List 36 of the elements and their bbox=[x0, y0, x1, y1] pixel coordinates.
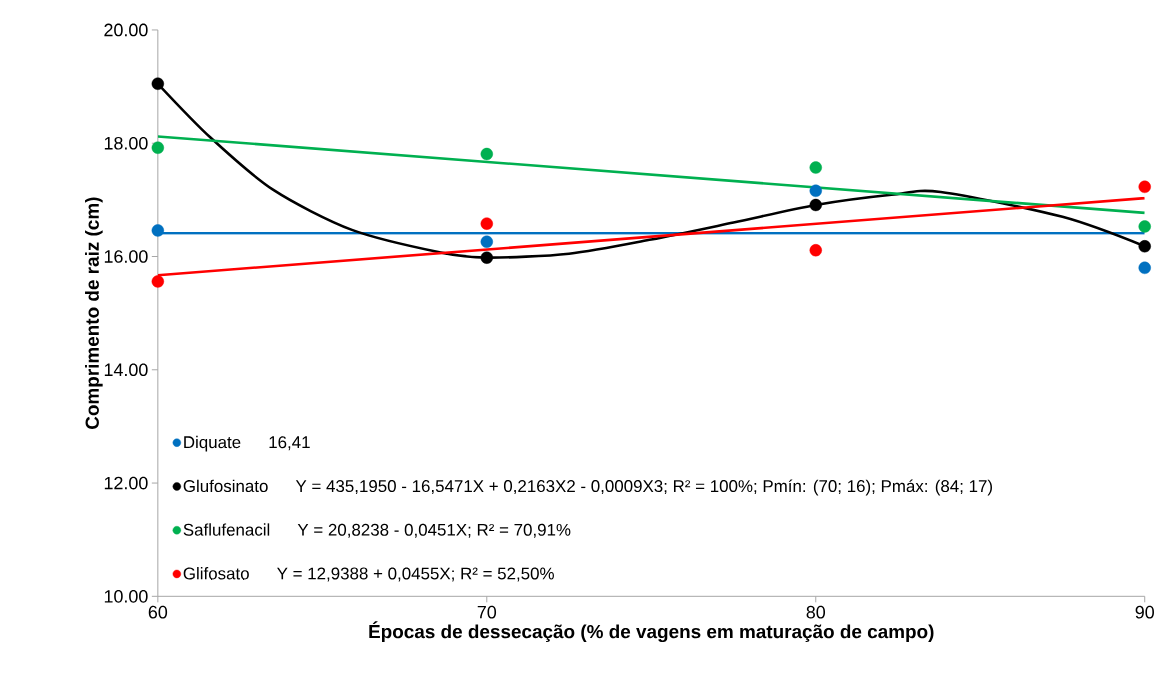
legend-label: Glufosinato bbox=[183, 479, 268, 492]
point bbox=[1138, 180, 1151, 193]
point bbox=[480, 217, 493, 230]
point bbox=[480, 251, 493, 264]
annotation: Y = 435,1950 - 16,5471X + 0,2163X2 - 0,0009X3; R² = 100%; Pmín: (70; 16); Pmáx: (84; 17) bbox=[295, 479, 992, 496]
x-axis-title: Épocas de dessecação (% de vagens em maturação de campo) bbox=[369, 621, 934, 643]
y-axis-title: Comprimento de raiz (cm) bbox=[85, 197, 103, 429]
point bbox=[151, 141, 165, 154]
annotation: 16,41 bbox=[269, 436, 310, 451]
point bbox=[151, 77, 165, 90]
point bbox=[809, 198, 822, 212]
y-tick-label: 18.00 bbox=[104, 136, 148, 150]
x-tick-label: 90 bbox=[1135, 605, 1154, 619]
legend-label: Saflufenacil bbox=[183, 523, 270, 536]
y-tick-label: 16.00 bbox=[104, 250, 148, 263]
point bbox=[151, 224, 165, 237]
annotation: Y = 20,8238 - 0,0451X; R² = 70,91% bbox=[297, 523, 571, 538]
point bbox=[809, 243, 822, 257]
x-tick-label: 60 bbox=[148, 605, 168, 619]
y-tick-label: 12.00 bbox=[104, 476, 148, 490]
point bbox=[480, 147, 493, 161]
y-tick-label: 10.00 bbox=[104, 589, 148, 603]
point bbox=[1138, 220, 1151, 233]
x-tick-label: 80 bbox=[806, 605, 826, 619]
annotation: Y = 12,9388 + 0,0455X; R² = 52,50% bbox=[277, 567, 554, 582]
legend-label: Glifosato bbox=[183, 566, 249, 580]
legend-label: Diquate bbox=[184, 435, 241, 452]
y-tick-label: 20.00 bbox=[104, 23, 148, 37]
point bbox=[809, 184, 822, 197]
y-tick-label: 14.00 bbox=[104, 363, 148, 377]
x-tick-label: 70 bbox=[477, 605, 497, 619]
point bbox=[151, 275, 165, 288]
point bbox=[809, 161, 822, 174]
point bbox=[480, 235, 493, 248]
point bbox=[1138, 240, 1151, 253]
point bbox=[1138, 261, 1151, 274]
